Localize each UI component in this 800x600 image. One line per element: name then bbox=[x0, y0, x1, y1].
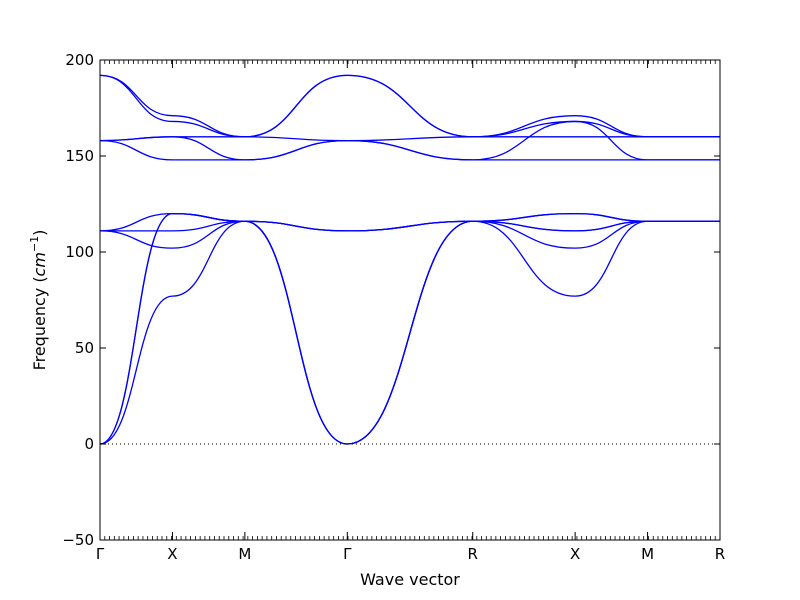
x-axis-label: Wave vector bbox=[360, 570, 460, 589]
y-tick-label: 200 bbox=[65, 51, 94, 69]
band-line-11 bbox=[99, 74, 721, 138]
y-tick-label: 100 bbox=[65, 243, 94, 261]
band-line-8 bbox=[99, 120, 720, 161]
band-line-6 bbox=[100, 220, 720, 232]
x-tick-label: Γ bbox=[96, 545, 105, 563]
y-tick-label: 50 bbox=[75, 339, 94, 357]
x-tick-label: M bbox=[641, 545, 654, 563]
plot-frame bbox=[99, 59, 721, 541]
y-tick-label: −50 bbox=[62, 531, 94, 549]
x-tick-label: M bbox=[238, 545, 251, 563]
x-tick-label: Γ bbox=[343, 545, 352, 563]
y-tick-label: 150 bbox=[65, 147, 94, 165]
x-tick-label: X bbox=[167, 545, 177, 563]
x-tick-label: X bbox=[570, 545, 580, 563]
x-tick-label: R bbox=[468, 545, 478, 563]
band-line-3 bbox=[99, 212, 720, 445]
y-tick-label: 0 bbox=[84, 435, 94, 453]
band-line-9 bbox=[99, 136, 721, 142]
y-axis-label: Frequency (cm−1) bbox=[28, 230, 49, 371]
x-tick-label: R bbox=[715, 545, 725, 563]
